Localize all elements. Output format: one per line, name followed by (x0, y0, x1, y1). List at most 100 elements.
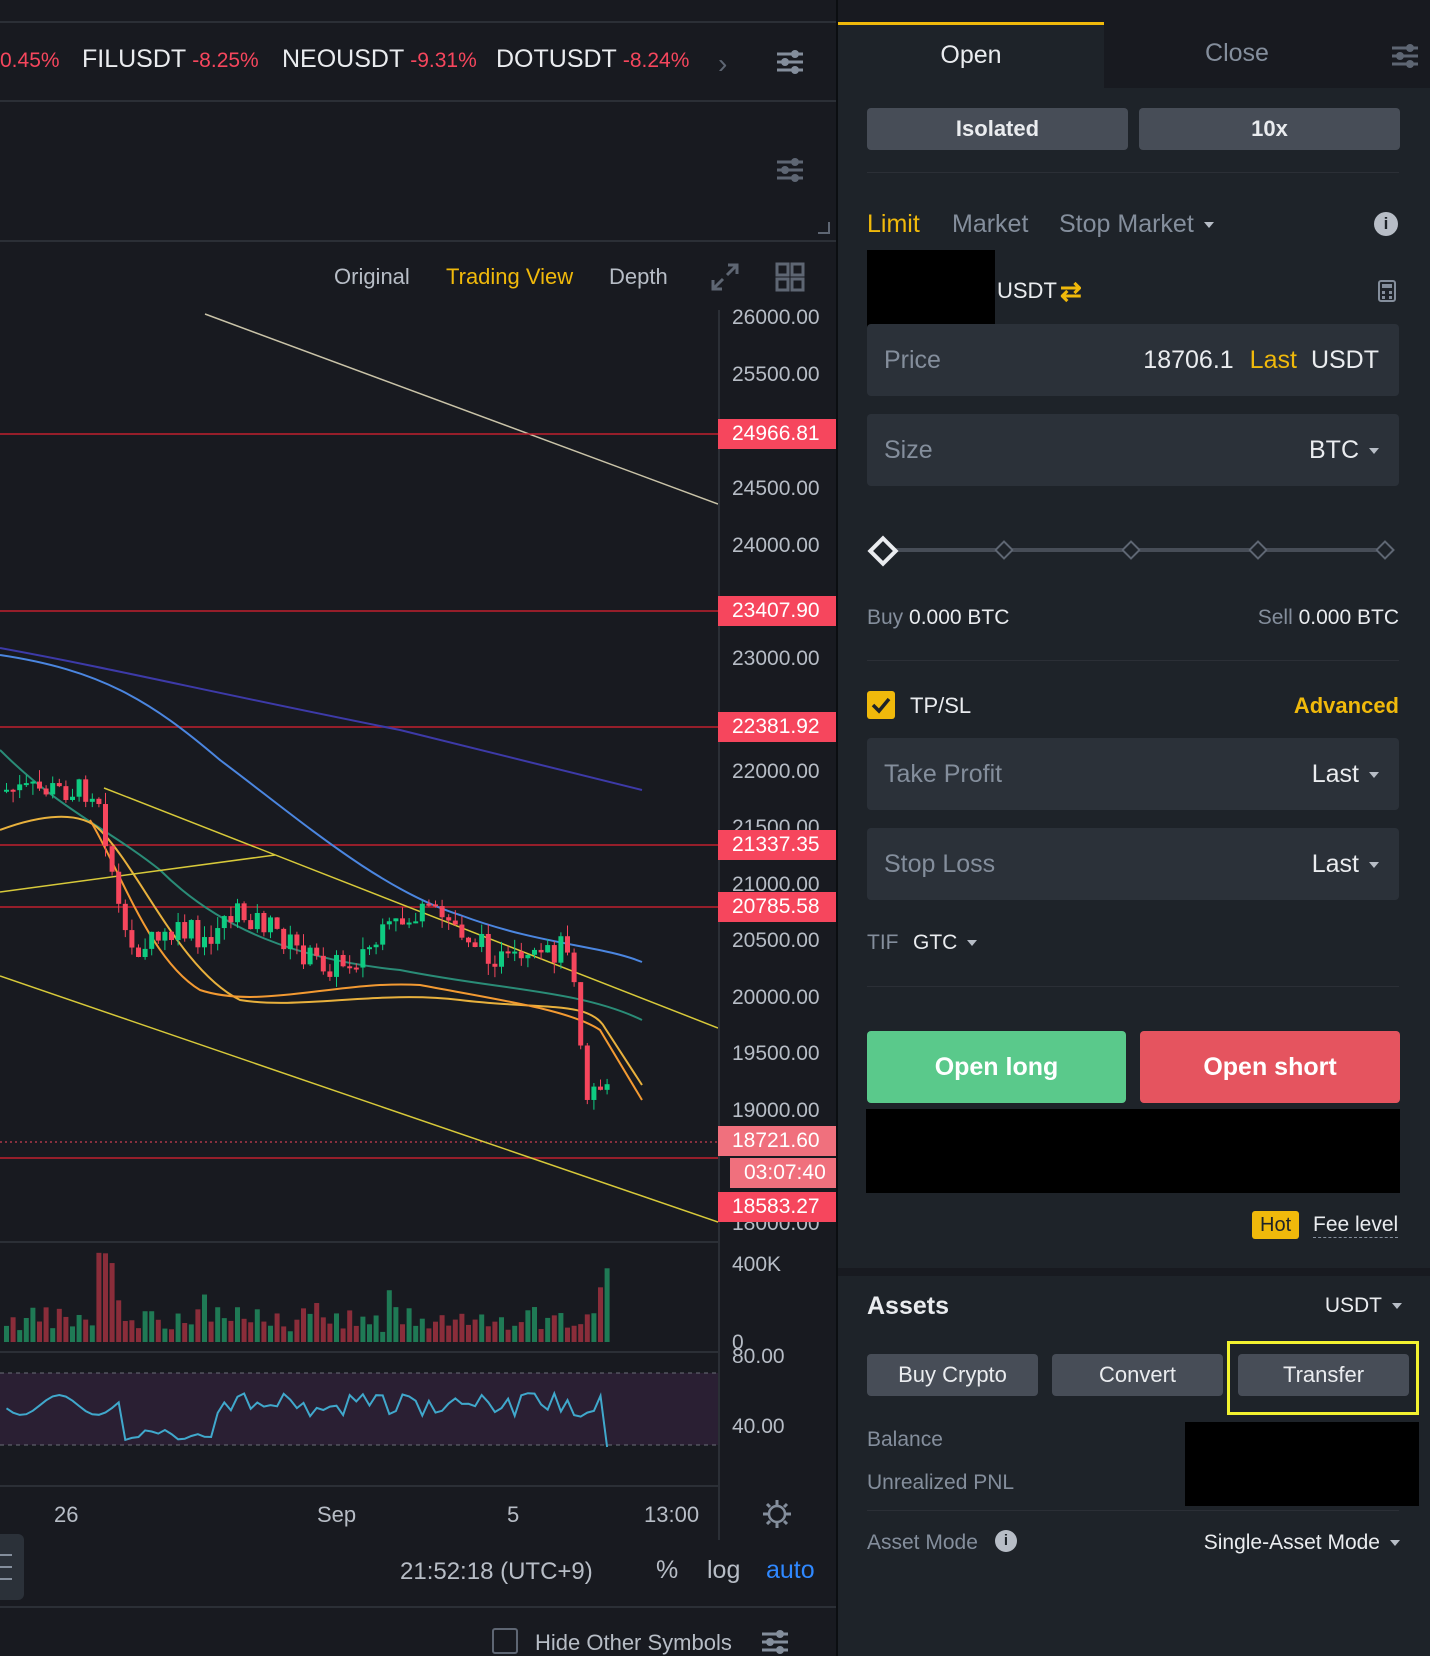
transfer-button[interactable]: Transfer (1238, 1354, 1409, 1396)
candle-body (598, 1086, 603, 1090)
tab-open[interactable]: Open (838, 22, 1104, 88)
auto-toggle[interactable]: auto (766, 1556, 815, 1584)
asset-mode-value: Single-Asset Mode (1203, 1531, 1380, 1554)
divider (867, 172, 1399, 173)
candle-body (472, 942, 478, 947)
settings-gear-icon[interactable] (762, 1499, 792, 1529)
candle-body (433, 904, 438, 907)
candle-body (558, 936, 564, 963)
ticker-item[interactable]: FILUSDT -8.25% (82, 45, 259, 74)
volume-bar (169, 1329, 174, 1342)
swap-arrows-icon[interactable]: ⇄ (1060, 276, 1082, 306)
tab-original[interactable]: Original (334, 264, 410, 289)
grid-layout-icon[interactable] (775, 262, 805, 292)
tif-dropdown[interactable]: GTC (913, 931, 978, 955)
candle-body (10, 789, 16, 792)
volume-bars (4, 1252, 610, 1342)
open-short-button[interactable]: Open short (1140, 1031, 1400, 1103)
candle-body (294, 934, 300, 946)
candle-body (466, 937, 471, 943)
info-icon[interactable]: i (995, 1530, 1017, 1552)
assets-currency-dropdown[interactable]: USDT (1325, 1294, 1402, 1318)
candle-body (459, 924, 465, 938)
trend-line (0, 854, 276, 893)
level-tag: 18583.27 (718, 1192, 836, 1222)
price-chart[interactable] (0, 310, 718, 1490)
open-long-button[interactable]: Open long (867, 1031, 1126, 1103)
buy-crypto-button[interactable]: Buy Crypto (867, 1354, 1038, 1396)
volume-bar (155, 1319, 161, 1342)
slider-step-100[interactable] (1375, 540, 1395, 560)
candle-body (571, 952, 577, 983)
candle-body (254, 912, 260, 930)
candle-body (195, 920, 201, 948)
currency-label: USDT (997, 278, 1057, 303)
candle-body (188, 920, 194, 939)
tab-close-label: Close (1205, 39, 1269, 67)
volume-bar (122, 1320, 128, 1342)
fee-level-link[interactable]: Fee level (1313, 1213, 1399, 1238)
volume-bar (459, 1313, 465, 1342)
chevron-right-icon[interactable]: › (718, 48, 728, 79)
leverage-button[interactable]: 10x (1139, 108, 1400, 150)
asset-mode-dropdown[interactable]: Single-Asset Mode (1204, 1531, 1400, 1555)
candle-body (70, 796, 75, 800)
price-value[interactable]: 18706.1 (1143, 346, 1234, 374)
sliders-icon[interactable] (760, 1628, 790, 1656)
sliders-icon[interactable] (775, 156, 805, 184)
tab-limit[interactable]: Limit (867, 210, 920, 238)
ticker-item[interactable]: NEOUSDT -9.31% (282, 45, 477, 74)
ticker-item[interactable]: 0.45% (0, 45, 60, 74)
volume-bar (129, 1320, 135, 1342)
advanced-link[interactable]: Advanced (1293, 693, 1399, 718)
info-icon[interactable]: i (1374, 212, 1398, 236)
convert-button[interactable]: Convert (1052, 1354, 1223, 1396)
take-profit-trigger-dropdown[interactable]: Last (1312, 738, 1379, 810)
volume-bar (248, 1322, 254, 1342)
price-field[interactable]: Price 18706.1 Last USDT (867, 324, 1399, 396)
tif-value: GTC (913, 931, 958, 954)
margin-mode-button[interactable]: Isolated (867, 108, 1128, 150)
tab-close[interactable]: Close (1104, 22, 1430, 88)
volume-bar (320, 1317, 326, 1342)
size-field[interactable]: Size BTC (867, 414, 1399, 486)
tab-trading-view[interactable]: Trading View (446, 264, 574, 289)
sliders-icon[interactable] (1390, 42, 1420, 70)
percent-toggle[interactable]: % (656, 1556, 679, 1584)
hide-symbols-checkbox[interactable] (492, 1628, 518, 1654)
candle-body (492, 963, 498, 967)
log-toggle[interactable]: log (707, 1556, 741, 1584)
slider-step-50[interactable] (1121, 540, 1141, 560)
slider-step-25[interactable] (994, 540, 1014, 560)
volume-bar (294, 1319, 300, 1342)
candles (4, 770, 610, 1110)
drawer-handle[interactable] (0, 1534, 24, 1600)
calculator-icon[interactable] (1378, 280, 1396, 302)
stop-loss-field[interactable]: Stop Loss Last (867, 828, 1399, 900)
size-slider-handle[interactable] (867, 535, 899, 567)
tab-depth[interactable]: Depth (609, 264, 668, 289)
sell-value: 0.000 BTC (1298, 606, 1399, 629)
price-last-button[interactable]: Last (1249, 346, 1297, 374)
take-profit-field[interactable]: Take Profit Last (867, 738, 1399, 810)
price-axis-label: 22000.00 (732, 760, 820, 783)
size-unit-dropdown[interactable]: BTC (1309, 414, 1379, 486)
level-tag: 23407.90 (718, 596, 836, 626)
sliders-icon[interactable] (775, 48, 805, 76)
tab-open-label: Open (940, 41, 1002, 69)
candle-body (578, 982, 584, 1046)
ticker-item[interactable]: DOTUSDT -8.24% (496, 45, 689, 74)
slider-step-75[interactable] (1248, 540, 1268, 560)
tab-stop-market[interactable]: Stop Market (1059, 210, 1214, 239)
divider (867, 986, 1399, 987)
price-axis-label: 25500.00 (732, 363, 820, 386)
tpsl-checkbox[interactable] (867, 691, 895, 719)
volume-bar (347, 1310, 353, 1342)
candle-body (96, 798, 102, 805)
resize-handle-icon[interactable] (818, 222, 830, 234)
candle-body (23, 783, 29, 786)
expand-icon[interactable] (710, 262, 740, 292)
tab-market[interactable]: Market (952, 210, 1029, 238)
stop-loss-trigger-dropdown[interactable]: Last (1312, 828, 1379, 900)
candle-body (208, 937, 214, 944)
